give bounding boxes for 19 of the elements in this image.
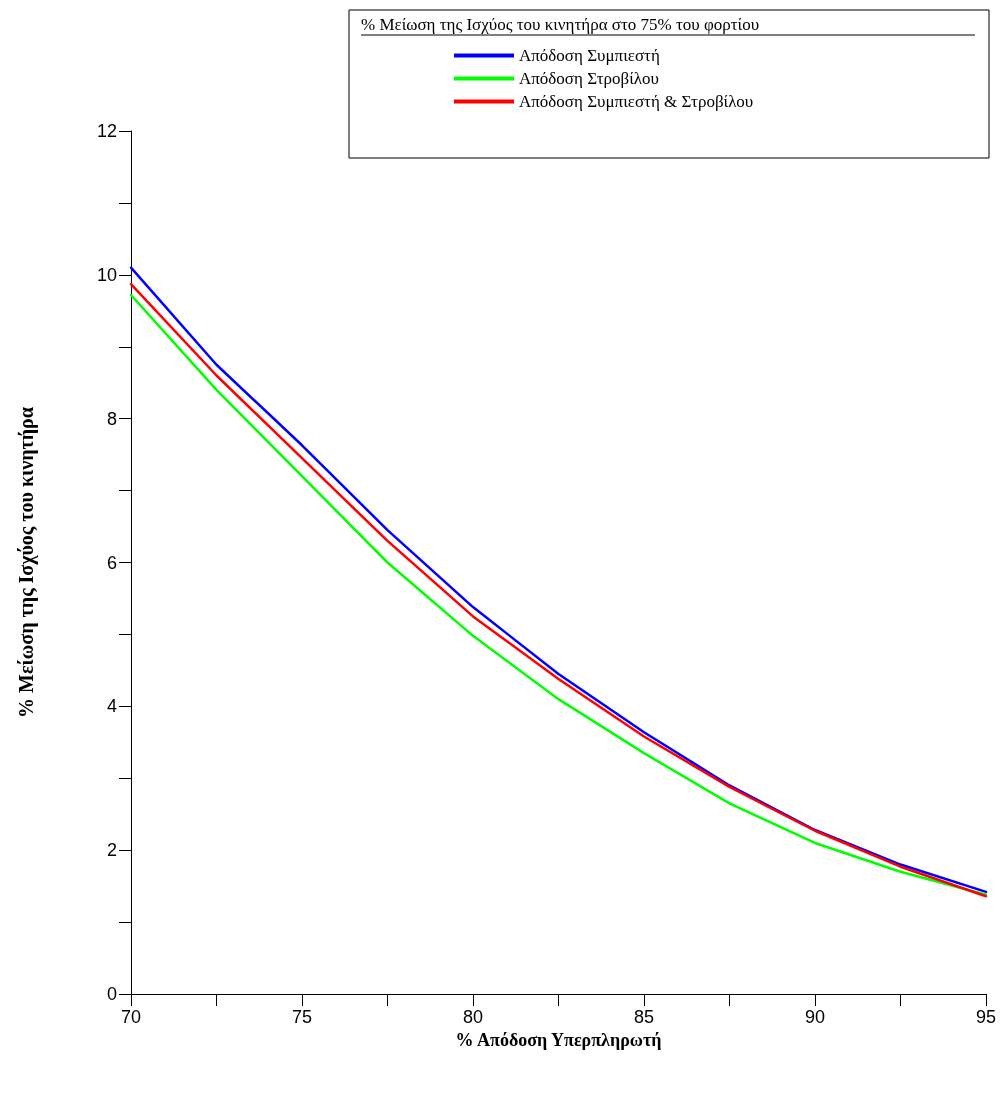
x-tick-label: 80 — [462, 1007, 484, 1027]
x-tick-label: 75 — [291, 1007, 313, 1027]
x-tick-label: 90 — [804, 1007, 826, 1027]
x-tick-label: 85 — [633, 1007, 655, 1027]
y-tick-label: 8 — [106, 408, 117, 429]
legend-title: % Μείωση της Ισχύος του κινητήρα στο 75% του φορτίου — [361, 15, 760, 34]
y-axis-title: % Μείωση της Ισχύος του κινητήρα — [15, 407, 38, 718]
legend-label: Απόδοση Συμπιεστή & Στροβίλου — [519, 92, 754, 111]
y-tick-label: 2 — [106, 840, 117, 861]
y-tick-label: 10 — [96, 264, 117, 285]
y-tick-label: 12 — [96, 121, 117, 141]
y-tick-label: 4 — [106, 696, 117, 717]
legend-label: Απόδοση Συμπιεστή — [519, 46, 660, 65]
x-tick-label: 95 — [975, 1007, 996, 1027]
y-tick-label: 0 — [106, 984, 117, 1004]
x-axis-title: % Απόδοση Υπερπληρωτή — [455, 1029, 662, 1050]
x-tick-label: 70 — [120, 1007, 142, 1027]
y-tick-label: 6 — [106, 552, 117, 573]
legend-label: Απόδοση Στροβίλου — [519, 69, 659, 88]
